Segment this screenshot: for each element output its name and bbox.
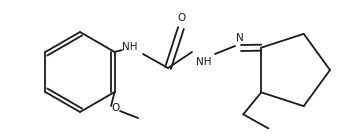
Text: NH: NH [122,42,138,52]
Text: O: O [177,13,185,23]
Text: NH: NH [196,57,212,67]
Text: N: N [236,33,244,43]
Text: O: O [111,103,119,113]
